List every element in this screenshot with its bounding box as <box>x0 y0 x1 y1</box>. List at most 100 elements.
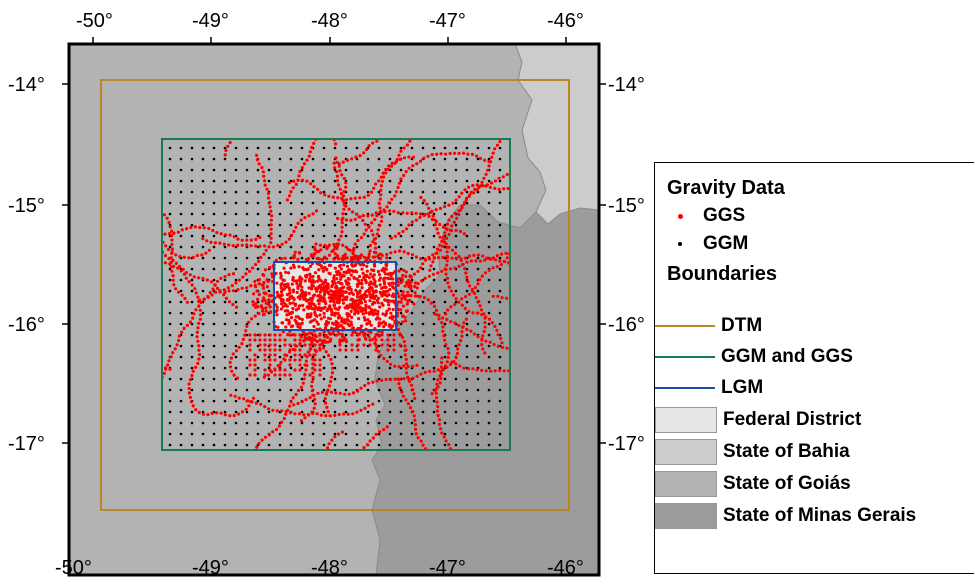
ggs-point <box>350 315 354 319</box>
ggs-point <box>214 290 218 294</box>
ggs-point <box>271 430 275 434</box>
ggs-point <box>259 304 263 308</box>
ggs-point <box>252 292 256 296</box>
ggs-point <box>385 256 389 260</box>
ggm-point <box>410 234 414 238</box>
ggm-point <box>212 311 216 315</box>
ggs-point <box>471 183 475 188</box>
ggs-point <box>296 221 300 225</box>
ggs-point <box>389 251 393 255</box>
ggm-point <box>432 146 436 150</box>
ggm-point <box>267 322 271 326</box>
ggm-point <box>179 146 183 150</box>
ggm-point <box>168 179 172 183</box>
ggs-point <box>438 222 442 227</box>
bahia-swatch-icon <box>655 439 717 465</box>
ggs-point <box>448 267 453 271</box>
ggm-point <box>465 168 469 172</box>
ggs-point <box>319 413 323 417</box>
ggm-point <box>322 366 326 370</box>
ggs-point <box>303 216 307 220</box>
ggm-point <box>256 223 260 227</box>
ggs-point <box>431 253 435 257</box>
ggs-point <box>195 330 199 334</box>
ggs-point <box>263 358 267 362</box>
ggs-point <box>403 353 407 357</box>
ggs-point <box>197 357 201 361</box>
ggs-point <box>401 229 405 234</box>
ggs-point <box>265 187 269 191</box>
ggm-point <box>421 421 425 425</box>
ggm-point <box>443 168 447 172</box>
ggs-point <box>332 279 336 283</box>
ggs-point <box>401 211 405 215</box>
ggs-point <box>334 289 338 293</box>
ggs-point <box>266 196 271 200</box>
goias-swatch-icon <box>655 471 717 497</box>
ggm-point <box>201 333 205 337</box>
ggm-point <box>190 421 194 425</box>
ggs-point <box>392 294 396 299</box>
ggs-point <box>333 246 337 250</box>
ggs-point <box>305 179 309 183</box>
ggm-point <box>454 421 458 425</box>
ggs-point <box>374 182 378 186</box>
ggs-point <box>386 338 390 342</box>
ggs-point <box>259 255 263 259</box>
ggs-point <box>480 337 484 341</box>
ggs-point <box>319 264 323 268</box>
ggs-point <box>282 266 286 270</box>
ggs-point <box>337 332 341 336</box>
ggm-point <box>245 234 249 238</box>
ggs-point <box>414 211 418 215</box>
ggm-point <box>223 256 227 260</box>
ggs-point <box>223 233 228 237</box>
ggs-point <box>505 256 509 260</box>
ggs-point <box>341 254 345 258</box>
ggs-point <box>349 287 353 292</box>
ggs-point <box>338 288 342 292</box>
ggs-point <box>418 159 423 163</box>
ggs-point <box>419 266 423 270</box>
ggs-point <box>391 281 396 285</box>
ggs-point <box>396 321 401 325</box>
ggs-point <box>382 175 386 179</box>
ggs-point <box>175 343 179 347</box>
ggm-point <box>223 300 227 304</box>
ggm-point <box>267 168 271 172</box>
ggs-point <box>383 298 387 302</box>
ggs-point <box>379 219 384 223</box>
ggm-point <box>333 212 337 216</box>
ggs-point <box>371 402 375 406</box>
ggs-point <box>269 310 273 314</box>
ggs-point <box>363 300 367 304</box>
ggm-point <box>366 366 370 370</box>
ggs-point <box>228 365 233 369</box>
ggs-point <box>369 190 374 194</box>
ggs-point <box>413 418 417 422</box>
ggm-point <box>355 168 359 172</box>
ggs-point <box>444 343 448 347</box>
ggs-point <box>323 291 327 295</box>
ggs-point <box>384 171 388 175</box>
ggs-point <box>334 333 338 337</box>
ggs-point <box>261 272 265 277</box>
ggs-point <box>325 245 329 249</box>
ggs-point <box>350 343 354 347</box>
ggs-point <box>405 371 409 375</box>
ggm-point <box>201 289 205 293</box>
ggs-point <box>336 216 340 221</box>
ggs-point <box>463 200 467 204</box>
ggs-point <box>414 432 418 436</box>
ggm-point <box>355 190 359 194</box>
ggs-point <box>312 141 316 145</box>
ggs-point <box>465 260 469 264</box>
ggs-point <box>440 431 444 435</box>
ggm-point <box>212 432 216 436</box>
ggs-point <box>317 268 321 272</box>
ggm-point <box>344 344 348 348</box>
ggm-point <box>410 223 414 227</box>
ggs-point <box>412 302 416 306</box>
ggm-point <box>245 421 249 425</box>
ggs-point <box>269 236 273 240</box>
